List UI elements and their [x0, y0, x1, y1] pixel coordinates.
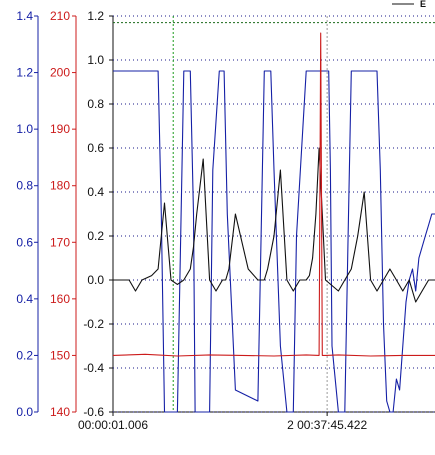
tick-label: 210	[50, 9, 70, 23]
left-blue-axis-ticks: 0.0 0.2 0.4 0.6 0.8 1.0 1.2 1.4	[16, 9, 38, 419]
legend-label: E	[420, 0, 426, 9]
tick-label: 170	[50, 235, 70, 249]
series-layer	[112, 32, 435, 413]
legend: E	[392, 0, 426, 9]
tick-label: 0.2	[16, 348, 33, 362]
tick-label: 0.6	[16, 235, 33, 249]
main-axis-ticks: -0.6 -0.4 -0.2 0.0 0.2 0.4 0.6 0.8 1.0 1.2	[83, 9, 113, 419]
tick-label: 1.0	[16, 122, 33, 136]
x-tick-label: 00:00:01.006	[78, 418, 148, 432]
left-red-axis-ticks: 140 150 160 170 180 190 200 210	[50, 9, 76, 419]
tick-label: 0.4	[87, 185, 104, 199]
tick-label: 0.8	[16, 179, 33, 193]
tick-label: 0.6	[87, 141, 104, 155]
tick-label: 0.8	[87, 97, 104, 111]
tick-label: -0.4	[83, 361, 104, 375]
tick-label: 190	[50, 122, 70, 136]
tick-label: 0.4	[16, 292, 33, 306]
tick-label: 140	[50, 405, 70, 419]
tick-label: 1.4	[16, 9, 33, 23]
tick-label: 0.0	[87, 273, 104, 287]
x-axis-ticks: 00:00:01.006 2 00:37:45.422	[78, 412, 367, 432]
series-line-black	[113, 147, 435, 303]
tick-label: 1.2	[16, 66, 33, 80]
series-line-blue	[113, 70, 435, 413]
tick-label: 180	[50, 179, 70, 193]
x-tick-label: 2 00:37:45.422	[287, 418, 367, 432]
tick-label: 150	[50, 348, 70, 362]
tick-label: 200	[50, 66, 70, 80]
tick-label: 1.0	[87, 53, 104, 67]
tick-label: 0.0	[16, 405, 33, 419]
tick-label: 160	[50, 292, 70, 306]
marker-layer	[172, 16, 328, 412]
tick-label: -0.2	[83, 317, 104, 331]
tick-label: 0.2	[87, 229, 104, 243]
series-line-red	[112, 32, 435, 357]
tick-label: -0.6	[83, 405, 104, 419]
tick-label: 1.2	[87, 9, 104, 23]
